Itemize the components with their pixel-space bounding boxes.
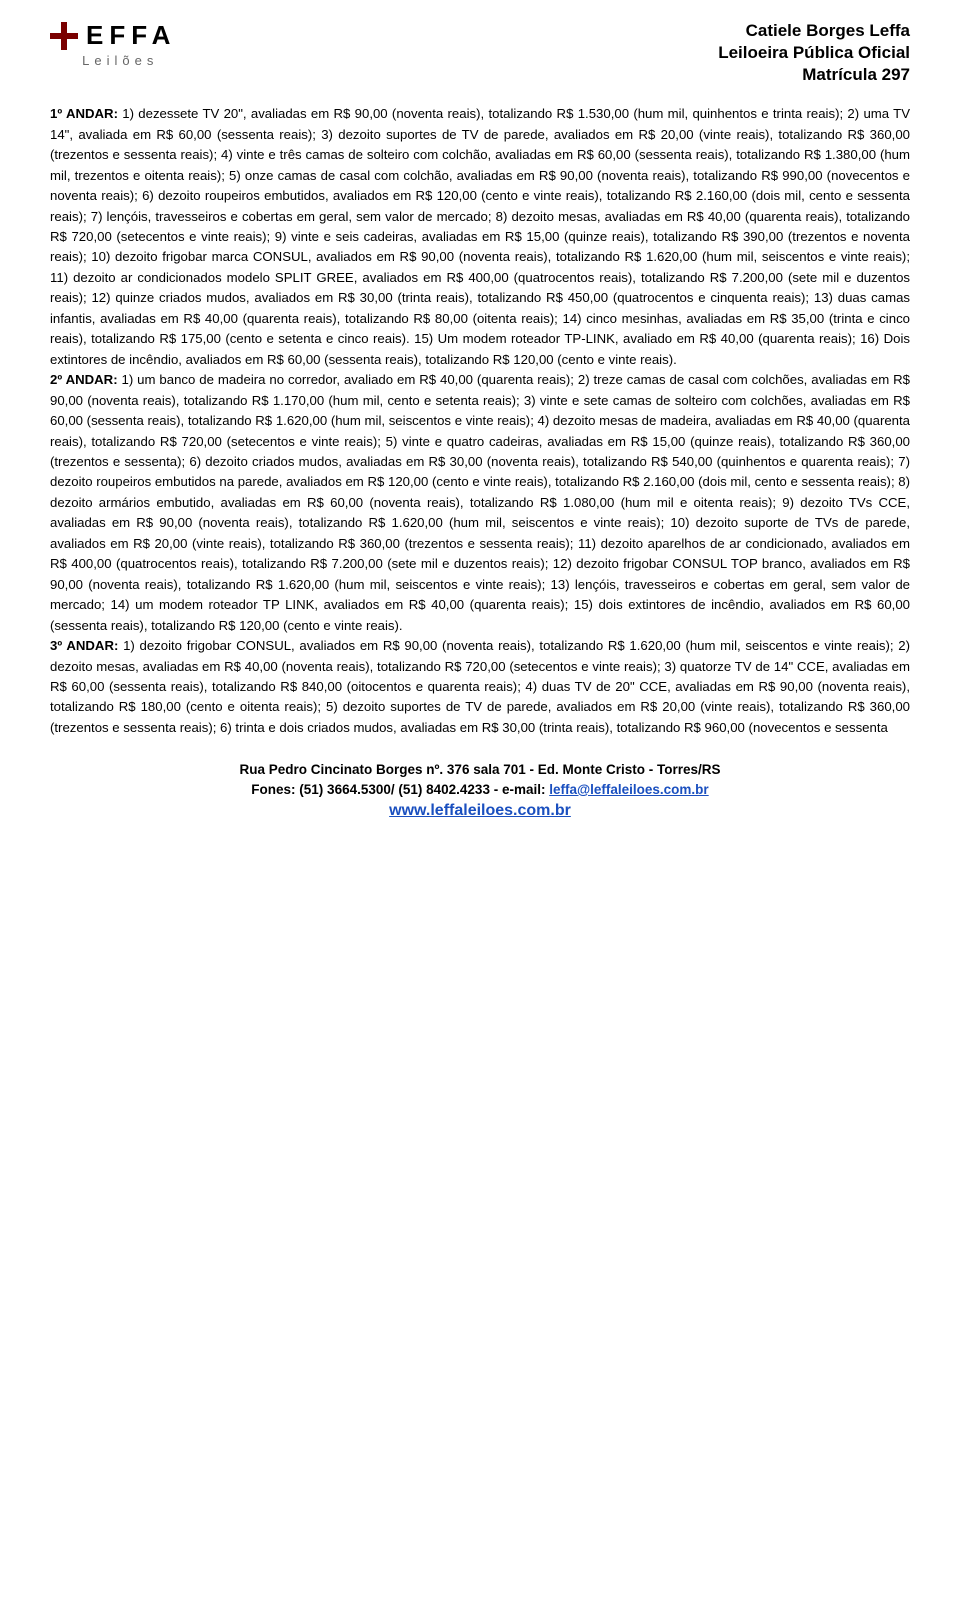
- footer-site-link[interactable]: www.leffaleiloes.com.br: [389, 802, 571, 819]
- andar2-label: 2º ANDAR:: [50, 372, 118, 387]
- footer-email-link[interactable]: leffa@leffaleiloes.com.br: [549, 782, 708, 797]
- footer-address: Rua Pedro Cincinato Borges nº. 376 sala …: [50, 760, 910, 780]
- logo: EFFA Leilões: [50, 20, 176, 68]
- footer: Rua Pedro Cincinato Borges nº. 376 sala …: [50, 760, 910, 822]
- footer-contact: Fones: (51) 3664.5300/ (51) 8402.4233 - …: [50, 780, 910, 800]
- header-line2: Leiloeira Pública Oficial: [718, 42, 910, 64]
- andar3-text: 1) dezoito frigobar CONSUL, avaliados em…: [50, 638, 910, 735]
- header-line3: Matrícula 297: [718, 64, 910, 86]
- logo-top: EFFA: [50, 20, 176, 51]
- header: EFFA Leilões Catiele Borges Leffa Leiloe…: [50, 20, 910, 86]
- logo-sub-text: Leilões: [82, 53, 158, 68]
- document-body: 1º ANDAR: 1) dezessete TV 20", avaliadas…: [50, 104, 910, 738]
- andar2-text: 1) um banco de madeira no corredor, aval…: [50, 372, 910, 632]
- logo-main-text: EFFA: [86, 20, 176, 51]
- andar1-text: 1) dezessete TV 20", avaliadas em R$ 90,…: [50, 106, 910, 366]
- andar3-label: 3º ANDAR:: [50, 638, 118, 653]
- footer-phones: Fones: (51) 3664.5300/ (51) 8402.4233 - …: [251, 782, 549, 797]
- cross-icon: [50, 22, 78, 50]
- andar1-label: 1º ANDAR:: [50, 106, 118, 121]
- header-line1: Catiele Borges Leffa: [718, 20, 910, 42]
- header-right: Catiele Borges Leffa Leiloeira Pública O…: [718, 20, 910, 86]
